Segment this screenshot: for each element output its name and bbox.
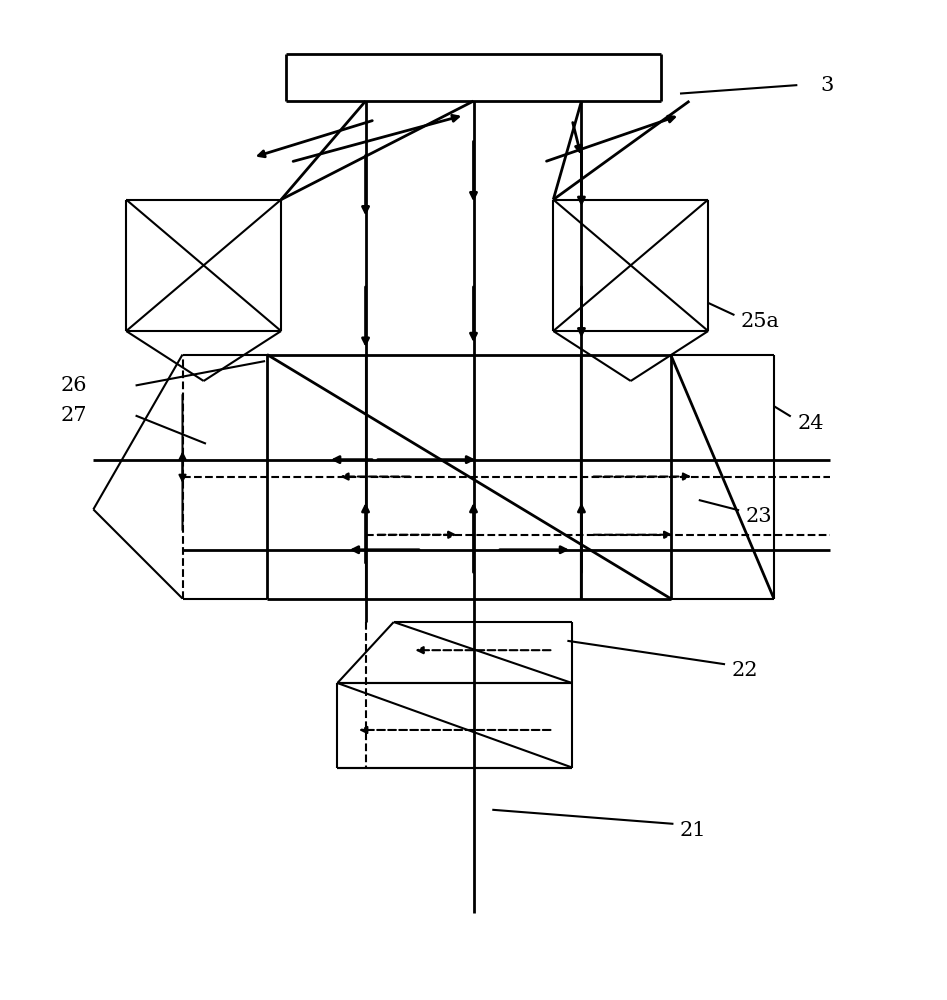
Text: 23: 23 bbox=[745, 507, 773, 526]
Text: 3: 3 bbox=[821, 76, 834, 95]
Text: 24: 24 bbox=[797, 414, 824, 433]
Text: 25a: 25a bbox=[741, 312, 780, 331]
Text: 27: 27 bbox=[61, 406, 87, 425]
Text: 26: 26 bbox=[61, 376, 87, 395]
Text: 22: 22 bbox=[732, 661, 759, 680]
Text: 21: 21 bbox=[680, 821, 706, 840]
